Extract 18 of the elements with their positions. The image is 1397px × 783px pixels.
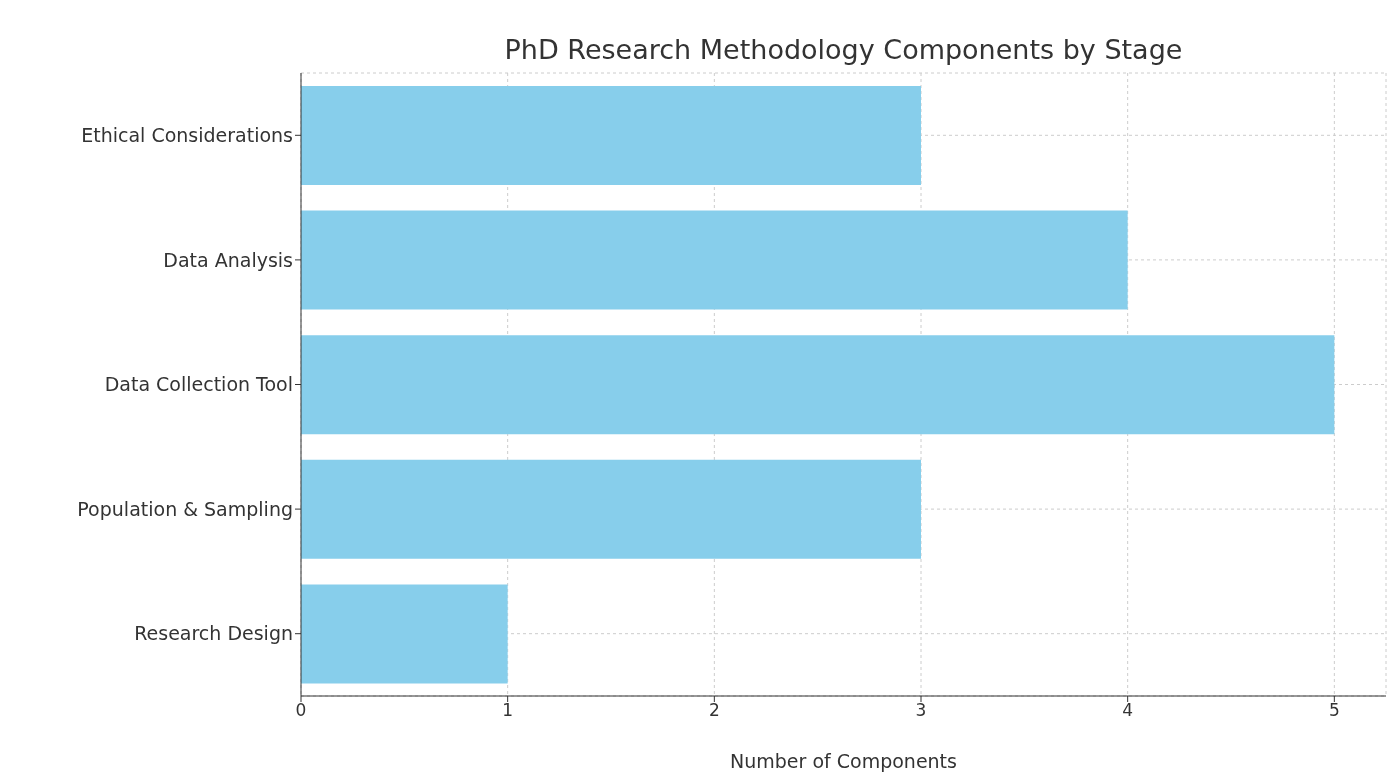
x-tick-label: 1 xyxy=(502,700,514,721)
y-tick-label: Data Collection Tool xyxy=(104,373,293,396)
x-tick-label: 2 xyxy=(708,700,720,721)
y-tick-label: Data Analysis xyxy=(163,248,293,271)
y-tick-label: Research Design xyxy=(134,622,293,645)
x-tick-label: 3 xyxy=(915,700,927,721)
x-tick-label: 4 xyxy=(1122,700,1134,721)
bar xyxy=(301,210,1128,310)
bar xyxy=(301,459,921,559)
bar xyxy=(301,86,921,185)
x-axis-title: Number of Components xyxy=(729,750,958,772)
chart-title: PhD Research Methodology Components by Stage xyxy=(503,34,1184,65)
bar xyxy=(301,335,1335,435)
bar xyxy=(301,584,508,684)
x-tick-label: 5 xyxy=(1328,700,1340,721)
y-tick-label: Ethical Considerations xyxy=(81,124,293,147)
y-tick-label: Population & Sampling xyxy=(77,497,293,520)
x-tick-label: 0 xyxy=(295,700,307,721)
